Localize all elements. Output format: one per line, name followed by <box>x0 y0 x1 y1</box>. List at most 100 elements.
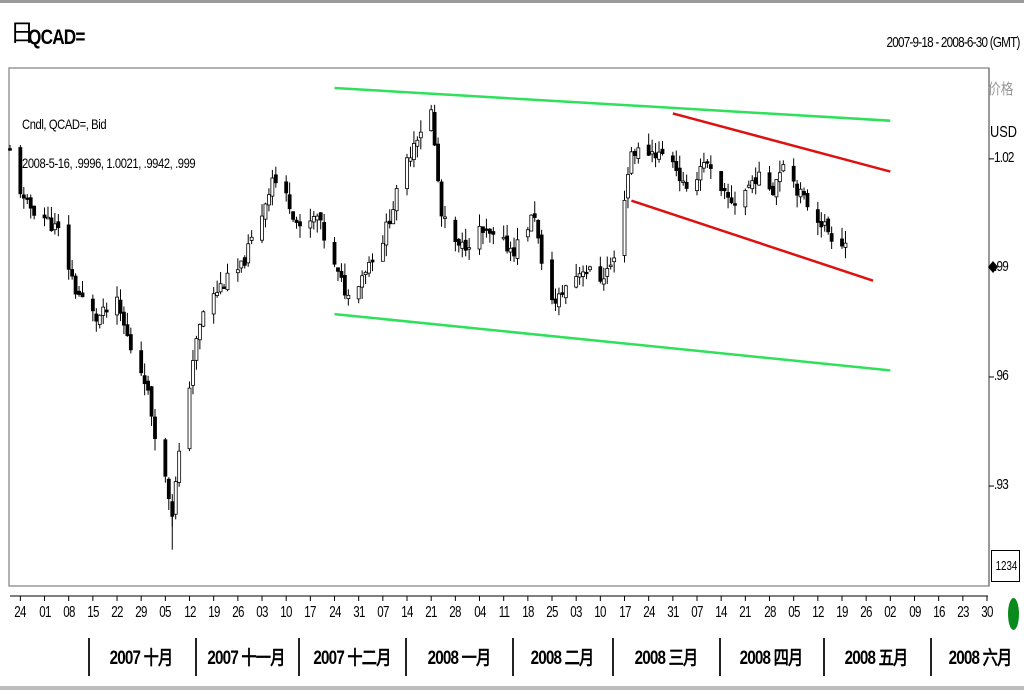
scroll-indicator-icon[interactable] <box>1008 598 1019 630</box>
month-label: 2008 六月 <box>948 648 1013 669</box>
candle <box>684 174 689 192</box>
candle <box>584 265 589 280</box>
candle <box>429 104 434 132</box>
candle <box>56 214 61 237</box>
candle <box>360 270 365 299</box>
candle <box>753 167 758 195</box>
candle <box>291 211 295 223</box>
x-tick-label: 17 <box>618 604 631 621</box>
candle <box>646 133 651 157</box>
symbol-title: QCAD= <box>28 26 85 49</box>
candles-group <box>8 104 848 550</box>
x-tick-label: 25 <box>546 604 558 621</box>
candle <box>139 341 144 377</box>
candle <box>501 225 506 241</box>
candle <box>550 251 554 305</box>
candle <box>387 209 392 229</box>
candle <box>418 120 423 150</box>
candle <box>128 327 133 354</box>
candle <box>101 298 106 325</box>
x-tick-label: 10 <box>280 604 292 621</box>
candle <box>315 213 320 233</box>
candle <box>702 152 706 173</box>
candle <box>512 237 516 262</box>
candle <box>695 171 699 196</box>
candle <box>677 155 682 192</box>
candle <box>708 155 713 180</box>
candle <box>218 272 223 295</box>
x-tick-label: 21 <box>739 604 752 621</box>
current-price-marker-icon <box>988 261 998 273</box>
candle <box>805 189 810 211</box>
candle <box>104 302 109 318</box>
candle <box>436 137 440 183</box>
candle <box>267 188 271 212</box>
candle <box>384 213 389 257</box>
x-ticks-group <box>19 596 988 601</box>
candle <box>487 228 492 243</box>
x-tick-label: 24 <box>328 604 341 621</box>
month-separator <box>405 638 408 676</box>
candle <box>90 294 95 322</box>
candle <box>249 230 254 245</box>
y-tick-label: .99 <box>994 257 1009 275</box>
candle <box>819 212 824 238</box>
candle <box>698 158 703 191</box>
month-label: 2008 四月 <box>739 648 804 669</box>
candle <box>629 147 634 175</box>
candle <box>194 335 199 370</box>
candle <box>719 171 724 196</box>
candle <box>670 151 675 168</box>
red-trend-line-2 <box>672 112 891 173</box>
candle <box>460 232 465 258</box>
month-label: 2008 三月 <box>634 648 698 669</box>
x-tick-label: 30 <box>981 604 993 621</box>
candle <box>318 212 323 230</box>
x-tick-label: 24 <box>642 604 655 621</box>
candle <box>505 224 510 254</box>
x-tick-label: 14 <box>401 604 413 621</box>
candle <box>622 190 627 263</box>
candle <box>125 312 130 337</box>
candle <box>391 201 396 225</box>
candle <box>632 148 637 165</box>
candle <box>225 263 230 292</box>
candle <box>588 265 592 272</box>
candle <box>367 256 371 277</box>
month-label: 2007 十月 <box>109 648 174 669</box>
candle <box>750 175 755 194</box>
candle <box>191 349 195 395</box>
x-tick-label: 26 <box>232 604 244 621</box>
month-separator <box>612 638 615 676</box>
trendlines-group <box>334 86 891 372</box>
candle <box>8 144 12 151</box>
x-tick-label: 07 <box>691 604 703 621</box>
candle <box>674 150 679 177</box>
month-label: 2007 十一月 <box>207 648 286 669</box>
candle <box>791 158 796 188</box>
candle <box>484 218 489 238</box>
candle <box>608 257 613 270</box>
candle <box>66 215 71 280</box>
candle <box>456 237 461 253</box>
candle <box>42 207 47 227</box>
month-separator <box>719 638 722 676</box>
candle <box>394 184 399 221</box>
candle <box>187 381 192 452</box>
candle <box>77 286 81 297</box>
candle <box>481 226 485 245</box>
candle <box>563 284 568 305</box>
candle <box>242 255 247 269</box>
candle <box>246 234 251 267</box>
candle <box>843 231 848 259</box>
candle <box>235 258 240 282</box>
candle <box>284 175 289 202</box>
candle <box>49 206 54 232</box>
zoom-level-box[interactable]: 1234 <box>991 550 1020 582</box>
month-separator <box>194 638 197 676</box>
candle <box>177 442 182 487</box>
candle <box>415 136 420 158</box>
candle <box>298 214 302 238</box>
candle <box>463 228 468 257</box>
candle <box>467 238 472 260</box>
